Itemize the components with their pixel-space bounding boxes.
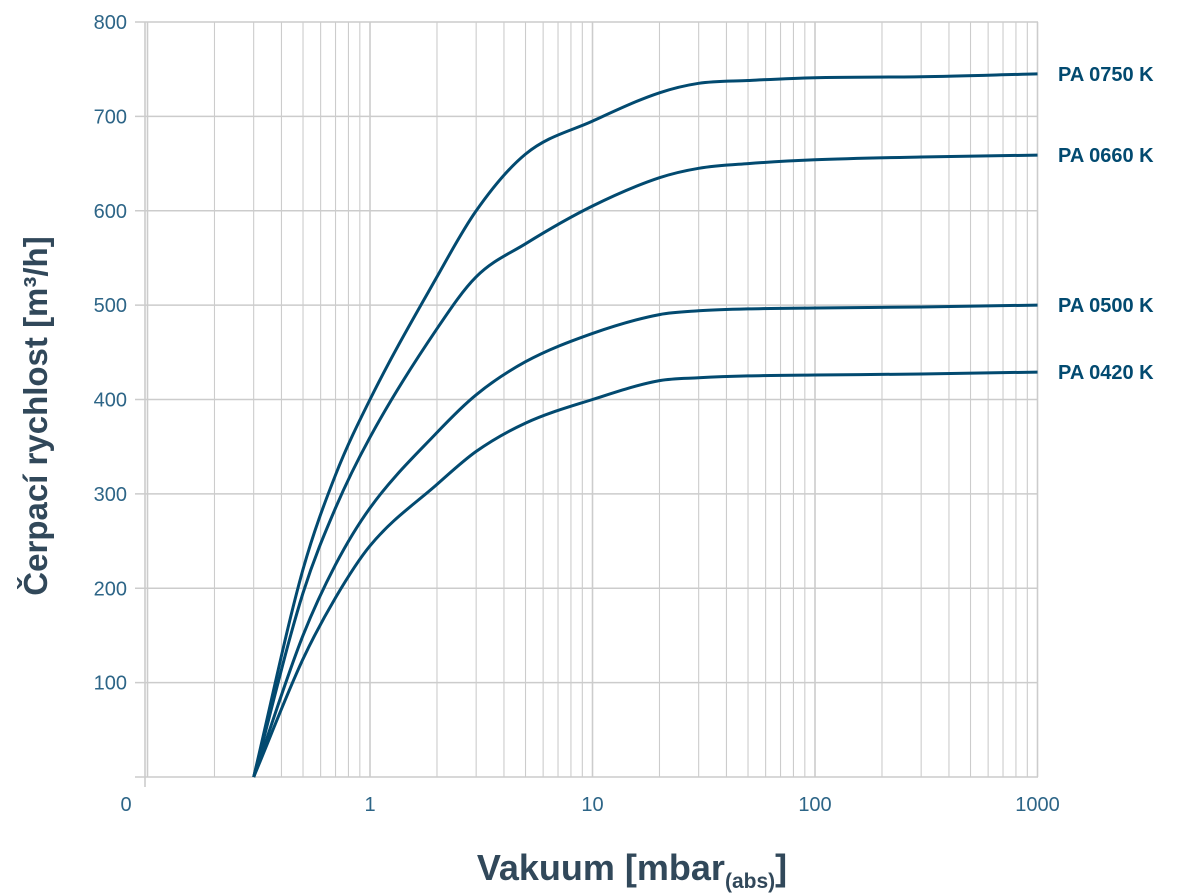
x-axis-title: Vakuum [mbar(abs)]: [477, 847, 787, 893]
grid-lines: [135, 21, 1039, 777]
y-tick-label: 800: [94, 12, 127, 34]
x-tick-label: 1000: [1015, 794, 1060, 816]
series-line: [252, 370, 1038, 778]
x-axis-title-end: ]: [775, 847, 787, 888]
x-tick-labels: 0 1 10 100 1000: [120, 794, 1059, 816]
x-tick-label: 100: [798, 794, 831, 816]
y-tick-label: 700: [94, 106, 127, 128]
series-line: [252, 303, 1038, 778]
y-tick-label: 300: [94, 484, 127, 506]
series-label: PA 0420 K: [1058, 362, 1154, 384]
axes: [135, 22, 1038, 787]
series-label: PA 0500 K: [1058, 295, 1154, 317]
series-line: [252, 72, 1038, 778]
x-tick-label: 0: [120, 794, 131, 816]
y-tick-label: 400: [94, 390, 127, 412]
y-tick-labels: 100 200 300 400 500 600 700 800: [94, 12, 127, 695]
series-lines: [252, 72, 1038, 778]
y-tick-label: 500: [94, 295, 127, 317]
series-label: PA 0660 K: [1058, 145, 1154, 167]
y-tick-label: 100: [94, 673, 127, 695]
y-axis-title: Čerpací rychlost [m³/h]: [16, 236, 54, 595]
series-labels: PA 0750 K PA 0660 K PA 0500 K PA 0420 K: [1058, 64, 1154, 384]
x-axis-title-main: Vakuum [mbar: [477, 847, 725, 888]
y-tick-label: 600: [94, 201, 127, 223]
x-axis-title-sub: (abs): [725, 870, 775, 893]
series-label: PA 0750 K: [1058, 64, 1154, 86]
series-line: [252, 153, 1038, 778]
x-tick-label: 1: [364, 794, 375, 816]
x-tick-label: 10: [581, 794, 603, 816]
y-tick-label: 200: [94, 578, 127, 600]
